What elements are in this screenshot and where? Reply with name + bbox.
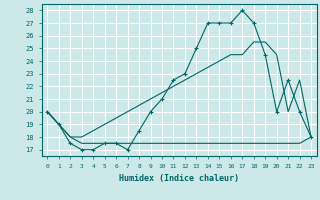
X-axis label: Humidex (Indice chaleur): Humidex (Indice chaleur) (119, 174, 239, 183)
